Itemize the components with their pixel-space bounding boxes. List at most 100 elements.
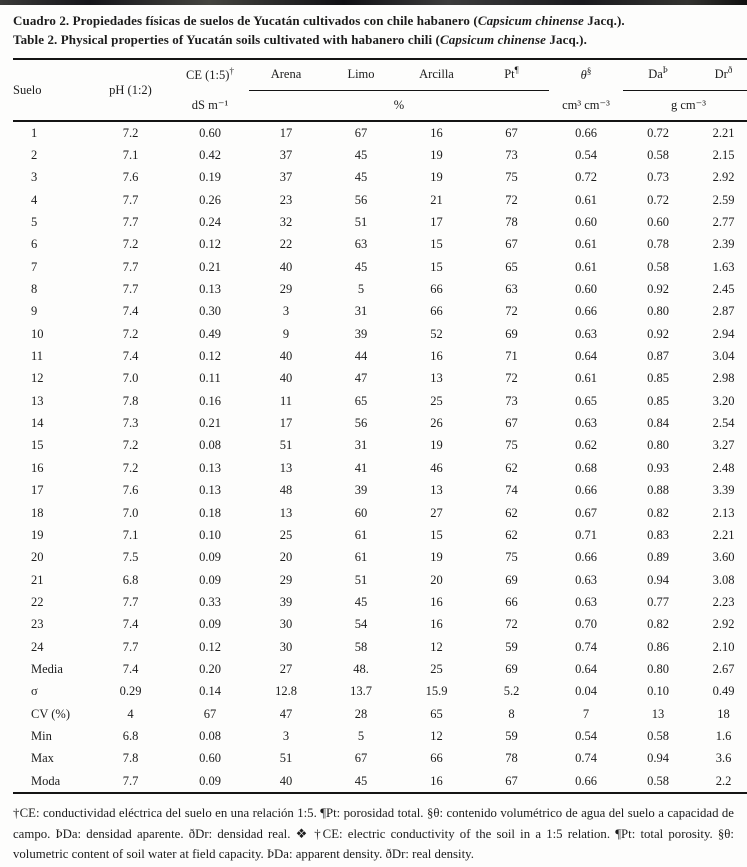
caption-english: Table 2. Physical properties of Yucatán … bbox=[13, 31, 734, 50]
data-cell: 13 bbox=[651, 706, 665, 721]
data-cell: 0.58 bbox=[647, 773, 669, 788]
data-cell: 67 bbox=[354, 125, 368, 140]
data-cell: 0.09 bbox=[199, 550, 221, 565]
data-cell: 0.13 bbox=[199, 483, 221, 498]
data-cell: 31 bbox=[354, 304, 368, 319]
data-cell: 2.39 bbox=[712, 237, 735, 252]
data-cell: 17 bbox=[279, 125, 293, 140]
data-cell: 18 bbox=[717, 706, 730, 721]
data-cell: 7.1 bbox=[122, 527, 139, 542]
data-cell: 47 bbox=[279, 706, 293, 721]
dr-footnote-marker: ð bbox=[727, 65, 733, 76]
col-header-pt: Pt¶ bbox=[474, 59, 549, 91]
data-cell: 37 bbox=[279, 170, 293, 185]
ce-label: CE (1:5) bbox=[186, 67, 230, 82]
data-cell: 69 bbox=[505, 661, 518, 676]
table-row: 14 7.3 0.21 17 56 26 67 0.63 0.84 2.54 bbox=[13, 412, 747, 434]
data-cell: 51 bbox=[279, 438, 293, 453]
data-cell: 25 bbox=[430, 393, 443, 408]
data-cell: 12 bbox=[430, 639, 443, 654]
data-cell: 7.2 bbox=[122, 237, 139, 252]
data-cell: 2.15 bbox=[712, 148, 735, 163]
row-label: 24 bbox=[31, 639, 44, 654]
data-cell: 0.84 bbox=[647, 416, 669, 431]
data-cell: 12.8 bbox=[275, 684, 297, 699]
data-cell: 23 bbox=[279, 192, 293, 207]
table-row: Media 7.4 0.20 27 48. 25 69 0.64 0.80 2.67 bbox=[13, 658, 747, 680]
data-cell: 27 bbox=[279, 661, 293, 676]
data-cell: 62 bbox=[505, 527, 518, 542]
col-header-ce: CE (1:5)† bbox=[171, 59, 249, 90]
table-row: 16 7.2 0.13 13 41 46 62 0.68 0.93 2.48 bbox=[13, 457, 747, 479]
data-cell: 0.12 bbox=[199, 349, 221, 364]
data-cell: 65 bbox=[430, 706, 443, 721]
caption-spanish: Cuadro 2. Propiedades físicas de suelos … bbox=[13, 12, 734, 31]
data-cell: 0.14 bbox=[199, 684, 221, 699]
data-cell: 3.6 bbox=[715, 751, 732, 766]
data-cell: 71 bbox=[505, 349, 518, 364]
data-cell: 5.2 bbox=[503, 684, 520, 699]
data-cell: 2.59 bbox=[712, 192, 735, 207]
data-cell: 7.6 bbox=[122, 170, 139, 185]
row-label: 23 bbox=[31, 617, 44, 632]
data-cell: 40 bbox=[279, 371, 293, 386]
data-cell: 39 bbox=[279, 594, 293, 609]
table-row: CV (%) 4 67 47 28 65 8 7 13 18 bbox=[13, 703, 747, 725]
data-cell: 2.21 bbox=[712, 527, 735, 542]
data-cell: 44 bbox=[354, 349, 368, 364]
data-cell: 19 bbox=[430, 148, 443, 163]
data-cell: 0.09 bbox=[199, 773, 221, 788]
data-cell: 0.66 bbox=[575, 125, 597, 140]
row-label: Media bbox=[31, 661, 63, 676]
table-footnote: †CE: conductividad eléctrica del suelo e… bbox=[13, 806, 734, 862]
theta-footnote-marker: § bbox=[586, 65, 592, 76]
data-cell: 69 bbox=[505, 572, 518, 587]
data-cell: 7.6 bbox=[122, 483, 139, 498]
data-cell: 2.10 bbox=[712, 639, 735, 654]
data-cell: 7.1 bbox=[122, 148, 139, 163]
data-cell: 2.48 bbox=[712, 460, 735, 475]
row-label: σ bbox=[31, 684, 38, 699]
data-cell: 7.7 bbox=[122, 773, 139, 788]
data-cell: 0.92 bbox=[647, 326, 669, 341]
table-row: 1 7.2 0.60 17 67 16 67 0.66 0.72 2.21 bbox=[13, 121, 747, 144]
data-cell: 0.20 bbox=[199, 661, 221, 676]
data-cell: 0.64 bbox=[575, 349, 597, 364]
data-cell: 0.62 bbox=[575, 438, 597, 453]
data-cell: 21 bbox=[430, 192, 443, 207]
data-cell: 2.67 bbox=[712, 661, 735, 676]
data-cell: 3.60 bbox=[712, 550, 735, 565]
col-header-da: DaÞ bbox=[623, 59, 693, 91]
col-header-ph: pH (1:2) bbox=[109, 82, 152, 97]
caption-es-species: Capsicum chinense bbox=[477, 13, 584, 28]
data-cell: 0.61 bbox=[575, 192, 597, 207]
data-cell: 0.54 bbox=[575, 148, 597, 163]
row-label: 4 bbox=[31, 192, 38, 207]
data-cell: 59 bbox=[505, 639, 518, 654]
data-cell: 66 bbox=[505, 594, 518, 609]
row-label: CV (%) bbox=[31, 706, 71, 721]
data-cell: 0.66 bbox=[575, 304, 597, 319]
data-cell: 7.2 bbox=[122, 438, 139, 453]
data-cell: 15 bbox=[430, 237, 443, 252]
col-header-suelo: Suelo bbox=[13, 82, 42, 97]
data-cell: 2.54 bbox=[712, 416, 735, 431]
table-row: 24 7.7 0.12 30 58 12 59 0.74 0.86 2.10 bbox=[13, 636, 747, 658]
data-cell: 0.94 bbox=[647, 572, 669, 587]
data-cell: 0.64 bbox=[575, 661, 597, 676]
data-cell: 0.08 bbox=[199, 438, 221, 453]
data-cell: 0.60 bbox=[647, 215, 669, 230]
row-label: 19 bbox=[31, 527, 44, 542]
data-cell: 45 bbox=[354, 594, 368, 609]
data-cell: 7.7 bbox=[122, 594, 139, 609]
data-cell: 30 bbox=[279, 639, 293, 654]
data-cell: 7.5 bbox=[122, 550, 139, 565]
data-cell: 62 bbox=[505, 460, 518, 475]
theta-label: θ bbox=[580, 67, 587, 82]
table-row: 12 7.0 0.11 40 47 13 72 0.61 0.85 2.98 bbox=[13, 368, 747, 390]
data-cell: 2.13 bbox=[712, 505, 735, 520]
da-label: Da bbox=[648, 67, 663, 82]
row-label: 6 bbox=[31, 237, 38, 252]
data-cell: 56 bbox=[354, 192, 368, 207]
